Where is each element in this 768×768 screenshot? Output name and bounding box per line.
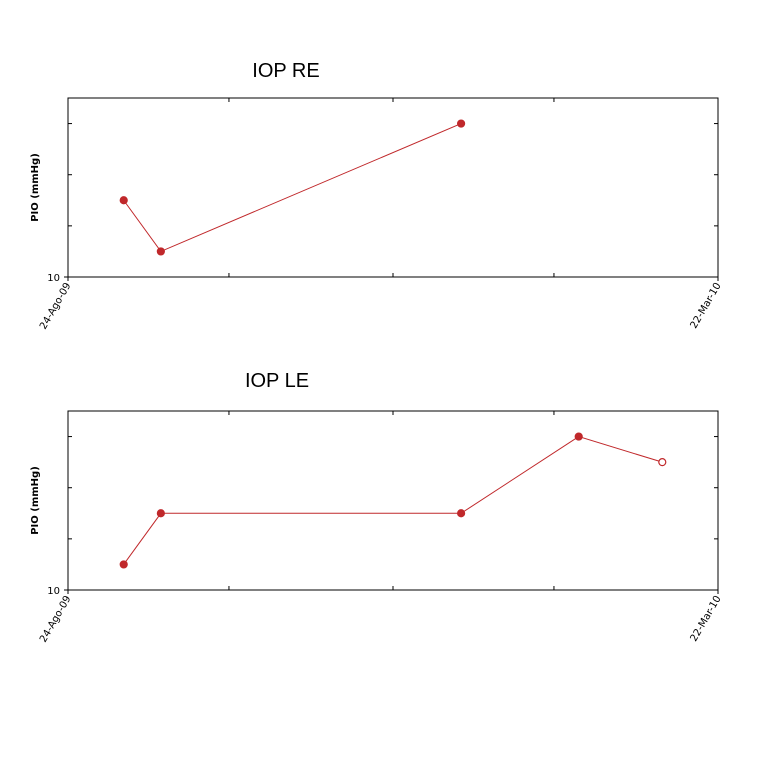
data-point: [456, 509, 466, 518]
x-tick-label: 24-Ago-09: [38, 594, 74, 644]
data-point: [119, 560, 128, 569]
y-tick-label: 10: [47, 586, 60, 597]
y-axis-label: PIO (mmHg): [30, 153, 41, 222]
chart-title: IOP RE: [252, 60, 319, 82]
plot-frame: [67, 410, 719, 591]
data-point: [658, 458, 667, 467]
plot-frame: [67, 97, 719, 278]
data-point: [119, 196, 128, 205]
chart-title: IOP LE: [245, 370, 309, 392]
y-tick-label: 10: [47, 273, 60, 284]
data-point: [574, 432, 583, 441]
line: [123, 123, 462, 253]
x-tick-label: 22-Mar-10: [689, 281, 724, 331]
data-point: [456, 119, 466, 128]
line: [123, 436, 663, 565]
y-axis-label: PIO (mmHg): [30, 466, 41, 535]
data-point: [156, 509, 165, 518]
x-tick-label: 22-Mar-10: [689, 594, 724, 644]
data-point: [156, 247, 165, 256]
x-tick-label: 24-Ago-09: [38, 281, 74, 331]
